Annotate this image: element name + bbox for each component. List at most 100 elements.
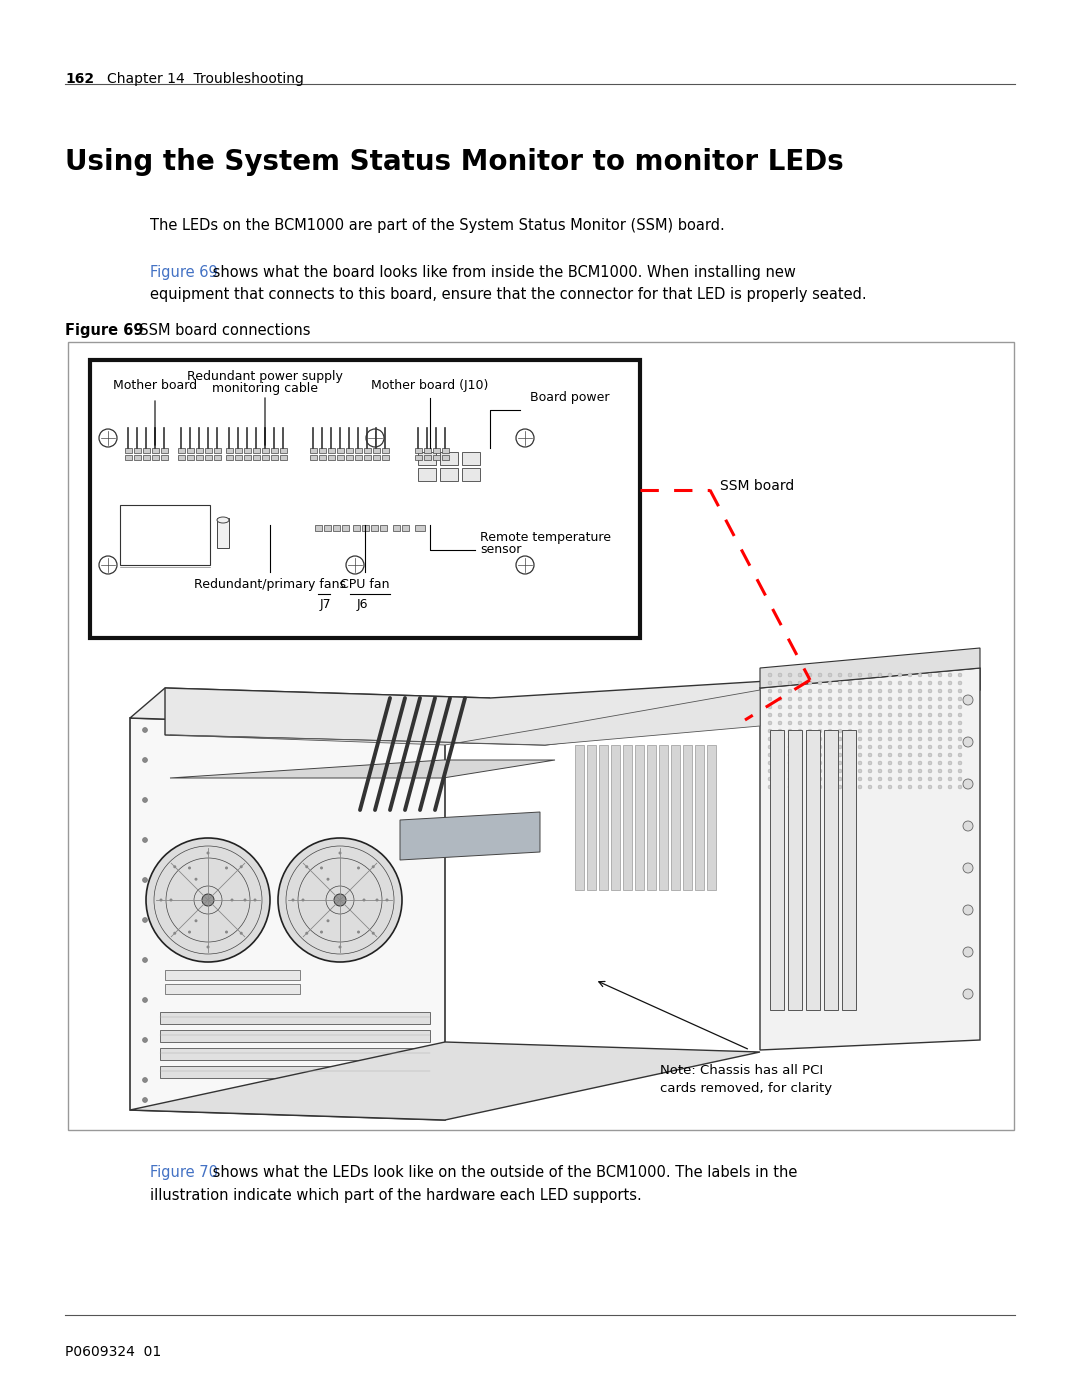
Circle shape (828, 785, 832, 789)
Circle shape (292, 898, 295, 901)
Text: SSM board connections: SSM board connections (130, 323, 311, 338)
Circle shape (878, 705, 882, 710)
Circle shape (908, 753, 912, 757)
Circle shape (958, 745, 962, 749)
Circle shape (858, 697, 862, 701)
Text: cards removed, for clarity: cards removed, for clarity (660, 1083, 832, 1095)
Text: equipment that connects to this board, ensure that the connector for that LED is: equipment that connects to this board, e… (150, 286, 866, 302)
Circle shape (908, 777, 912, 781)
Circle shape (928, 777, 932, 781)
Circle shape (768, 738, 772, 740)
Bar (310, 455, 318, 460)
Circle shape (334, 894, 346, 907)
Circle shape (320, 866, 323, 869)
Circle shape (868, 785, 872, 789)
Circle shape (888, 689, 892, 693)
Bar (310, 448, 318, 453)
Text: Mother board: Mother board (113, 379, 197, 393)
Circle shape (788, 680, 792, 685)
Circle shape (958, 729, 962, 733)
Bar (315, 525, 322, 531)
Circle shape (778, 680, 782, 685)
Circle shape (768, 697, 772, 701)
Circle shape (788, 729, 792, 733)
Circle shape (838, 761, 842, 766)
Polygon shape (130, 687, 490, 728)
Bar (364, 455, 372, 460)
Circle shape (798, 712, 802, 717)
Bar (696, 745, 704, 890)
Circle shape (958, 689, 962, 693)
Bar (372, 525, 378, 531)
Circle shape (918, 761, 922, 766)
Circle shape (939, 777, 942, 781)
Circle shape (828, 673, 832, 678)
Circle shape (818, 785, 822, 789)
Bar (187, 455, 194, 460)
Circle shape (868, 738, 872, 740)
Circle shape (848, 777, 852, 781)
Circle shape (798, 745, 802, 749)
Circle shape (143, 798, 148, 802)
Bar (187, 448, 194, 453)
Circle shape (828, 721, 832, 725)
Circle shape (818, 721, 822, 725)
Bar (635, 745, 644, 890)
Circle shape (99, 429, 117, 447)
Circle shape (958, 785, 962, 789)
Bar (152, 455, 159, 460)
Circle shape (173, 932, 176, 935)
Bar (160, 1011, 430, 1024)
Circle shape (225, 930, 228, 933)
Circle shape (888, 721, 892, 725)
Circle shape (828, 680, 832, 685)
Circle shape (798, 673, 802, 678)
Text: J7: J7 (320, 598, 330, 610)
Circle shape (908, 721, 912, 725)
Circle shape (516, 429, 534, 447)
Bar (214, 448, 221, 453)
Circle shape (939, 761, 942, 766)
Bar (253, 448, 260, 453)
Bar (337, 448, 345, 453)
Circle shape (868, 761, 872, 766)
Circle shape (798, 761, 802, 766)
Bar (244, 455, 251, 460)
Circle shape (963, 821, 973, 831)
Bar (178, 448, 185, 453)
Circle shape (768, 689, 772, 693)
Circle shape (878, 738, 882, 740)
Circle shape (818, 705, 822, 710)
Circle shape (808, 761, 812, 766)
Circle shape (778, 712, 782, 717)
Bar (418, 468, 436, 481)
Circle shape (939, 729, 942, 733)
Circle shape (858, 761, 862, 766)
Circle shape (788, 697, 792, 701)
Circle shape (908, 745, 912, 749)
Circle shape (948, 777, 951, 781)
Bar (152, 448, 159, 453)
Circle shape (958, 761, 962, 766)
Circle shape (878, 689, 882, 693)
Bar (280, 448, 287, 453)
Circle shape (788, 673, 792, 678)
Bar (125, 455, 132, 460)
Circle shape (897, 697, 902, 701)
Bar (205, 455, 212, 460)
Bar (160, 1048, 430, 1060)
Bar (226, 455, 233, 460)
Circle shape (838, 753, 842, 757)
Circle shape (868, 705, 872, 710)
Circle shape (240, 865, 243, 869)
Circle shape (888, 745, 892, 749)
Circle shape (848, 705, 852, 710)
Circle shape (958, 721, 962, 725)
Circle shape (143, 837, 148, 842)
Circle shape (828, 729, 832, 733)
Circle shape (948, 705, 951, 710)
Circle shape (848, 745, 852, 749)
Text: Mother board (J10): Mother board (J10) (372, 379, 488, 393)
Circle shape (818, 697, 822, 701)
Text: Figure 69: Figure 69 (150, 265, 218, 279)
